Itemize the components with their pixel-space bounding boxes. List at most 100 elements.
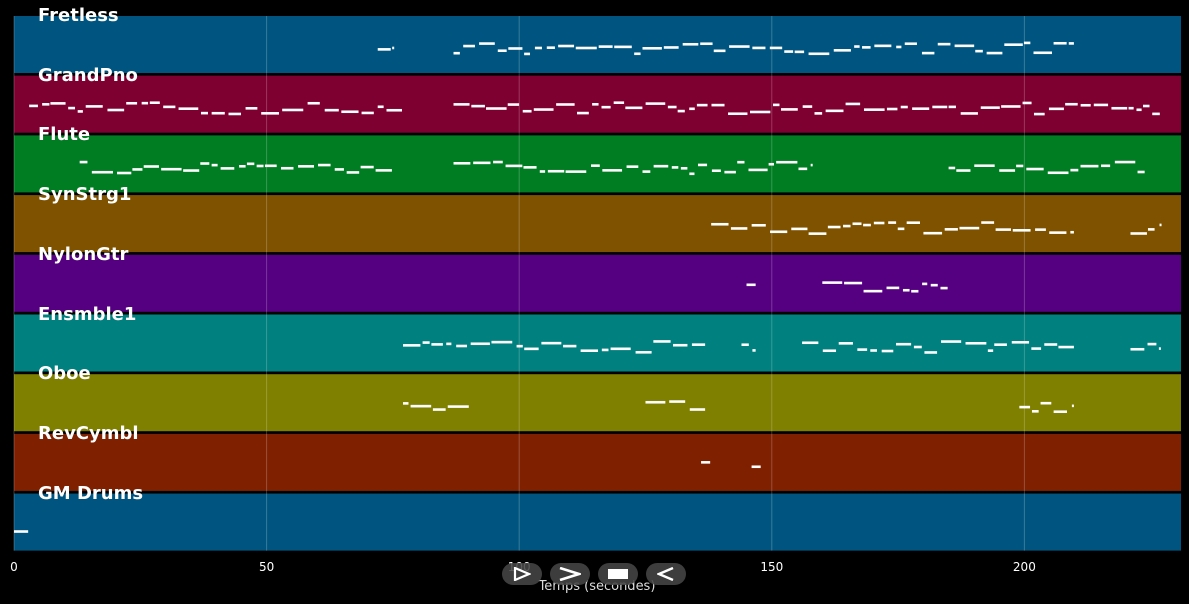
note: [768, 162, 774, 166]
note: [682, 42, 699, 46]
note: [591, 164, 600, 167]
note: [634, 52, 641, 56]
note: [317, 163, 331, 167]
note: [470, 342, 490, 346]
note: [730, 227, 748, 230]
note: [126, 101, 138, 105]
note: [814, 112, 823, 115]
note: [642, 170, 651, 173]
note: [645, 400, 666, 404]
note: [863, 223, 871, 227]
note: [601, 348, 609, 352]
note: [1023, 41, 1031, 45]
note: [696, 103, 708, 107]
note: [1016, 164, 1024, 168]
note: [980, 106, 1000, 109]
note: [1080, 164, 1099, 168]
note: [923, 231, 943, 235]
note: [1071, 404, 1074, 408]
note: [68, 106, 76, 110]
note: [446, 342, 452, 346]
note: [870, 349, 877, 352]
note: [1044, 343, 1058, 346]
note: [791, 227, 808, 231]
track-band: [14, 254, 1181, 312]
track-band: [14, 374, 1181, 432]
note: [873, 221, 885, 225]
note: [987, 349, 994, 352]
note: [456, 344, 468, 348]
note: [838, 342, 853, 345]
note: [1019, 405, 1031, 409]
note: [810, 163, 813, 167]
track-label: SynStrg1: [38, 184, 132, 206]
note: [1068, 42, 1074, 45]
note: [922, 282, 928, 286]
note: [986, 51, 1003, 55]
note: [422, 341, 430, 344]
note: [1143, 104, 1150, 108]
note: [163, 105, 176, 109]
note: [453, 51, 460, 55]
track-band: [14, 314, 1181, 372]
rewind-button[interactable]: [646, 563, 686, 585]
note: [220, 167, 235, 170]
track-label: NylonGtr: [38, 243, 129, 265]
note: [912, 107, 930, 110]
note: [447, 405, 469, 408]
note: [711, 222, 729, 226]
note: [580, 349, 599, 353]
note: [360, 165, 374, 169]
note: [471, 104, 485, 108]
note: [874, 44, 892, 48]
note: [1031, 347, 1042, 350]
note: [808, 52, 830, 56]
stop-button[interactable]: [598, 563, 638, 585]
note: [375, 169, 392, 172]
track-label: GM Drums: [38, 482, 144, 504]
note: [1053, 41, 1067, 45]
note: [802, 105, 813, 108]
note: [1130, 232, 1147, 235]
note: [896, 45, 902, 49]
note: [1111, 106, 1128, 110]
note: [403, 402, 409, 405]
note: [959, 226, 980, 230]
note: [565, 170, 587, 173]
note: [541, 341, 562, 345]
note: [854, 45, 860, 48]
note: [895, 342, 912, 346]
note: [563, 344, 577, 348]
note: [1047, 171, 1069, 175]
note: [431, 343, 443, 346]
note: [473, 161, 491, 165]
note: [689, 172, 695, 176]
note: [626, 165, 639, 168]
note: [981, 221, 995, 224]
note: [141, 101, 149, 105]
note: [751, 465, 761, 469]
note: [689, 107, 695, 111]
note: [1040, 401, 1052, 405]
note: [1114, 160, 1136, 164]
note: [79, 160, 88, 164]
play-button[interactable]: [502, 563, 542, 585]
note: [546, 46, 555, 49]
next-button[interactable]: [550, 563, 590, 585]
note: [921, 51, 935, 55]
note: [392, 46, 395, 50]
note: [752, 349, 756, 352]
note: [667, 105, 677, 109]
note: [334, 168, 344, 171]
note: [625, 106, 643, 110]
note: [524, 347, 539, 351]
note: [724, 170, 736, 174]
note: [1022, 101, 1032, 105]
note: [1012, 229, 1031, 232]
note: [752, 46, 766, 50]
note: [881, 349, 894, 353]
note: [833, 49, 851, 52]
track-band: [14, 493, 1181, 551]
note: [845, 102, 861, 106]
note: [453, 103, 470, 106]
